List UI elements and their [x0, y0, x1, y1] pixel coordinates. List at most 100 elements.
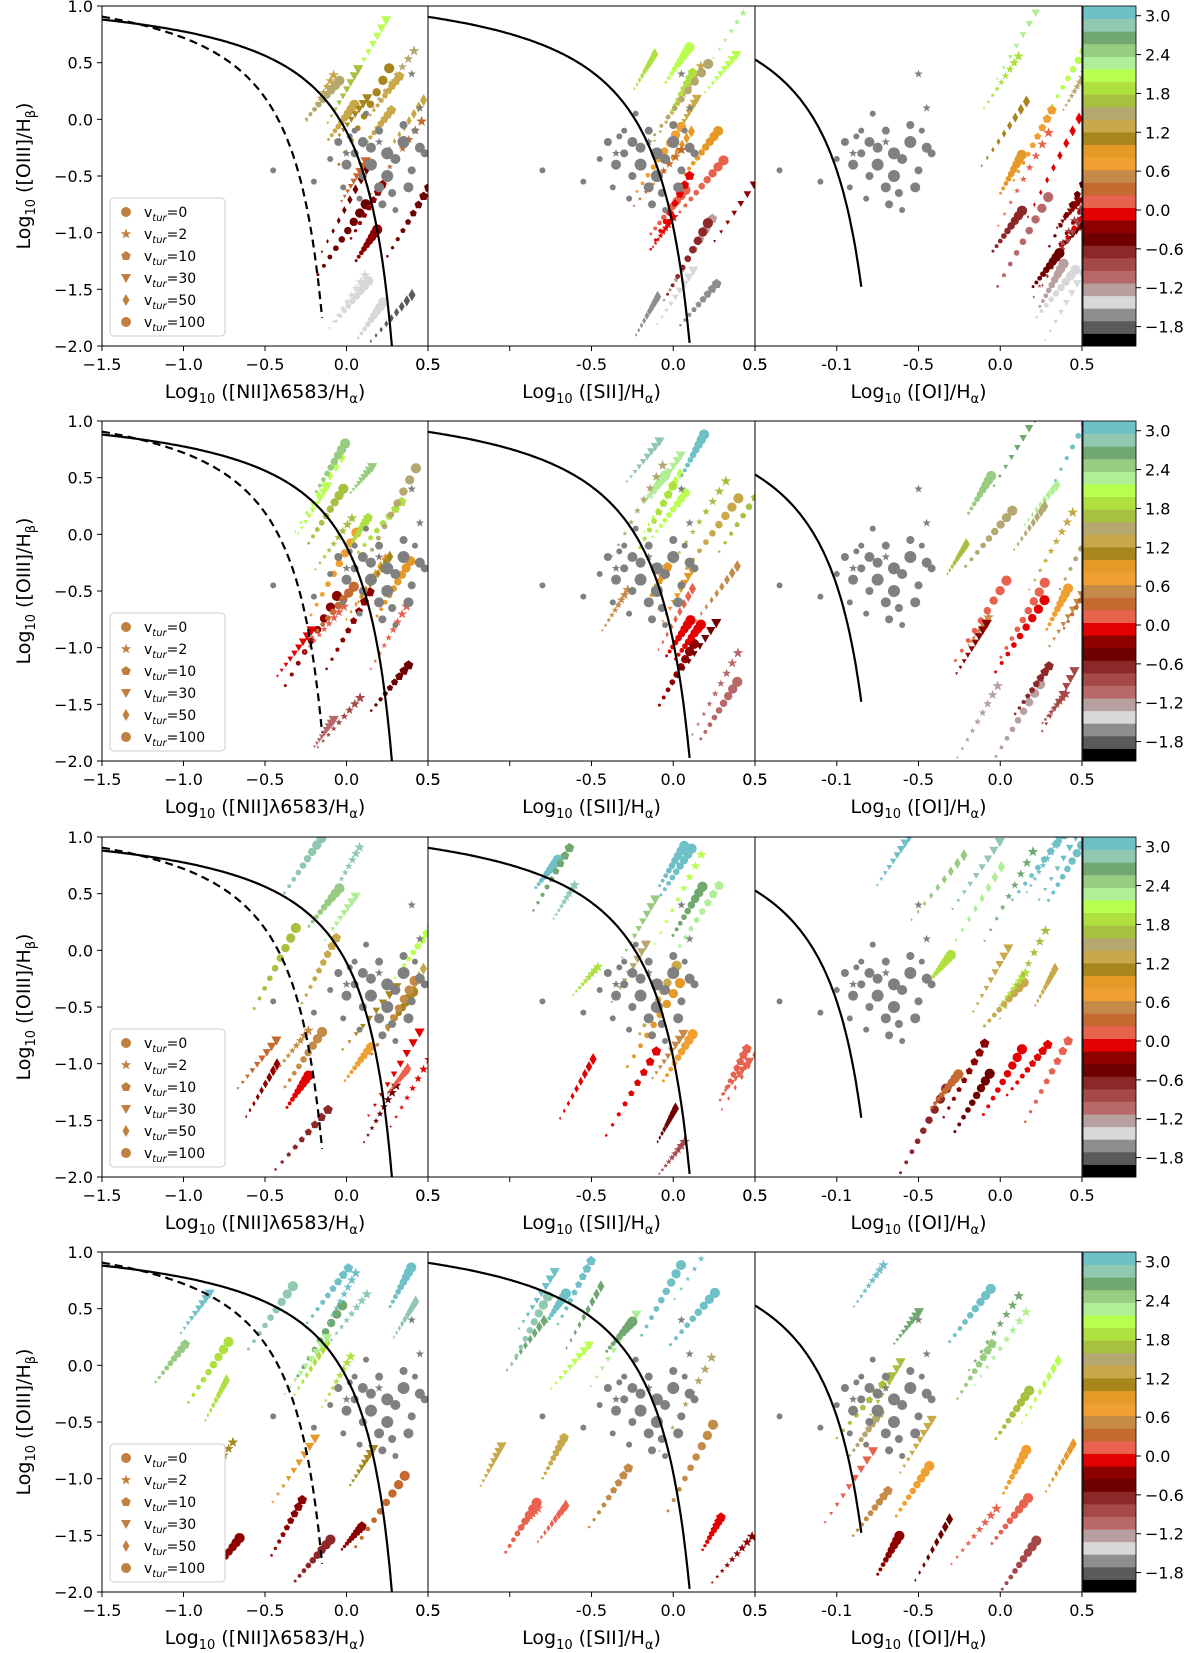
model-point	[961, 1114, 966, 1120]
model-point	[1056, 629, 1062, 635]
model-point	[328, 69, 339, 80]
demarcation-curve	[755, 889, 863, 1118]
model-point	[643, 453, 652, 461]
model-point	[658, 129, 663, 134]
model-point	[663, 474, 670, 481]
model-point	[560, 898, 568, 905]
model-point	[1019, 1073, 1025, 1079]
observed-point	[872, 973, 883, 984]
model-point	[1004, 1485, 1009, 1490]
model-point	[662, 887, 667, 892]
plot-area	[755, 1259, 1077, 1591]
model-point	[668, 480, 678, 490]
model-point	[569, 1337, 573, 1343]
model-point	[329, 896, 333, 900]
model-point	[871, 1503, 879, 1511]
model-point	[714, 486, 725, 496]
model-point	[1048, 244, 1051, 248]
model-point	[311, 534, 315, 539]
observed-point	[869, 1356, 876, 1363]
model-point	[1002, 1309, 1011, 1319]
model-point	[1051, 611, 1058, 617]
x-axis-label: Log10 ([NII]λ6583/Hα)	[165, 796, 365, 822]
x-tick-label: -0.1	[821, 770, 852, 789]
observed-star	[677, 1315, 686, 1324]
model-point	[1020, 535, 1024, 542]
model-point	[1002, 1491, 1006, 1495]
model-point	[536, 900, 540, 905]
model-point	[344, 122, 351, 128]
model-point	[1077, 545, 1082, 552]
model-point	[930, 1545, 935, 1554]
model-point	[1062, 626, 1066, 630]
colorbar-tick-label: 0.6	[1145, 577, 1170, 596]
x-tick-label: 0.5	[415, 770, 440, 789]
model-point	[702, 507, 710, 515]
model-point	[349, 609, 353, 615]
model-point	[629, 475, 633, 479]
model-point	[347, 1275, 357, 1285]
model-point	[946, 572, 949, 576]
model-point	[638, 1032, 642, 1036]
model-point	[1072, 280, 1082, 288]
model-point	[1013, 50, 1024, 61]
model-point	[765, 1027, 772, 1038]
observed-star	[611, 148, 621, 157]
model-point	[341, 1048, 345, 1052]
model-point	[481, 1479, 486, 1484]
model-point	[562, 1370, 569, 1376]
model-point	[329, 1384, 336, 1391]
model-point	[368, 113, 372, 117]
colorbar-segment	[1083, 862, 1136, 876]
model-point	[650, 164, 657, 171]
model-point	[660, 1167, 665, 1172]
colorbar-segment	[1083, 1566, 1136, 1580]
model-point	[679, 884, 688, 892]
observed-point	[626, 1441, 633, 1448]
x-tick-label: 0.0	[661, 770, 686, 789]
model-point	[1057, 1463, 1062, 1472]
model-point	[331, 228, 335, 234]
model-point	[1032, 876, 1038, 881]
colorbar-segment	[1083, 559, 1136, 573]
model-point	[301, 1568, 307, 1574]
model-point	[1015, 1561, 1023, 1569]
colorbar-tick-label: 2.4	[1145, 1292, 1170, 1311]
model-point	[639, 1068, 648, 1076]
model-point	[651, 245, 655, 249]
colorbar-segment	[1083, 1277, 1136, 1291]
model-point	[995, 1087, 1001, 1093]
model-point	[319, 591, 325, 597]
model-point	[377, 24, 387, 33]
model-point	[590, 965, 600, 975]
legend-box	[109, 197, 226, 337]
observed-star	[644, 968, 653, 977]
model-point	[720, 1093, 724, 1097]
model-point	[371, 1517, 377, 1523]
observed-star	[848, 563, 858, 572]
colorbar-segment	[1083, 169, 1136, 183]
model-point	[371, 104, 376, 109]
observed-point	[918, 1373, 925, 1380]
model-point	[690, 77, 699, 86]
colorbar-tick-label: 0.0	[1145, 616, 1170, 635]
model-point	[714, 589, 719, 598]
model-point	[375, 614, 379, 618]
colorbar-tick-label: −1.8	[1145, 733, 1184, 752]
observed-point	[660, 985, 671, 995]
observed-point	[327, 1402, 334, 1408]
model-point	[370, 1052, 374, 1056]
model-point	[346, 79, 355, 87]
model-point	[882, 1556, 889, 1563]
y-tick-label: 0.0	[68, 525, 93, 544]
observed-point	[914, 1412, 923, 1421]
model-point	[299, 862, 307, 869]
model-point	[1019, 971, 1027, 978]
model-point	[343, 1263, 354, 1273]
model-point	[681, 598, 687, 610]
model-point	[581, 1068, 588, 1079]
model-point	[1025, 163, 1034, 171]
model-point	[1015, 1080, 1020, 1085]
observed-point	[327, 571, 334, 577]
model-point	[357, 1521, 367, 1531]
